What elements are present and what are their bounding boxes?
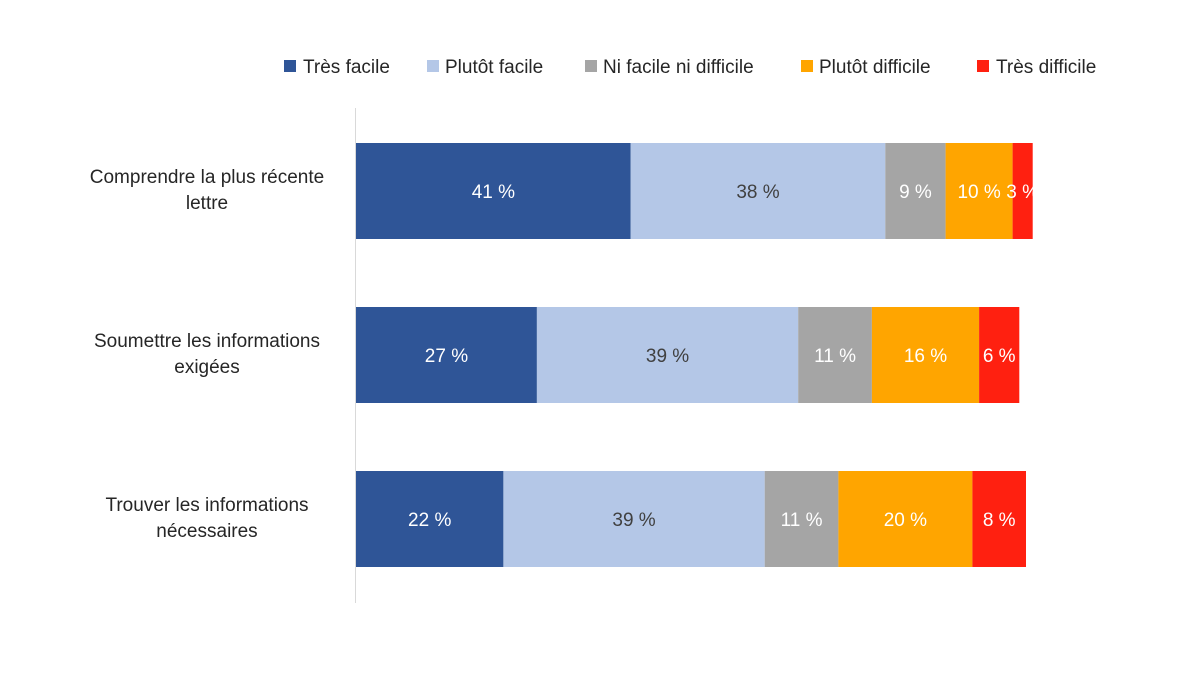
bar-segment-ni-facile-ni-difficile [798,307,872,403]
legend-swatch [284,60,296,72]
bar-segment-tres-facile [356,471,504,567]
bars: 41 % 38 % 9 % 10 % 3 % 27 % 39 % 11 % 16 % 6 % 22 … [356,143,1039,567]
data-label: 41 % [472,182,515,203]
category-label: Soumettre les informations exigées [94,331,320,378]
legend-item-plutot-difficile: Plutôt difficile [801,57,931,78]
bar-segment-plutot-difficile [945,143,1013,239]
data-label: 9 % [899,182,932,203]
bar-segment-tres-difficile [972,471,1026,567]
data-label: 22 % [408,510,451,531]
bar-segment-ni-facile-ni-difficile [885,143,946,239]
data-label: 11 % [781,510,823,531]
legend-item-ni-facile-ni-difficile: Ni facile ni difficile [585,57,754,78]
bar-segment-plutot-difficile [838,471,973,567]
legend-label: Très difficile [996,57,1096,78]
data-label: 3 % [1006,182,1039,203]
data-label: 39 % [612,510,655,531]
data-label: 10 % [957,182,1000,203]
legend-item-tres-facile: Très facile [284,57,390,78]
category-labels: Comprendre la plus récente lettre Soumettr… [90,167,324,542]
bar-segment-plutot-facile [536,307,799,403]
bar-segment-tres-facile [356,307,537,403]
legend-label: Plutôt facile [445,57,543,78]
data-label: 16 % [904,346,947,367]
bar-segment-ni-facile-ni-difficile [764,471,839,567]
legend-item-plutot-facile: Plutôt facile [427,57,543,78]
bar-segment-plutot-facile [630,143,886,239]
bar-segment-plutot-difficile [871,307,980,403]
legend: Très facile Plutôt facile Ni facile ni dif… [284,57,1096,78]
legend-label: Ni facile ni difficile [603,57,754,78]
bar-segment-tres-difficile [979,307,1020,403]
data-label: 20 % [884,510,927,531]
data-label: 27 % [425,346,468,367]
data-label: 8 % [983,510,1016,531]
legend-item-tres-difficile: Très difficile [977,57,1096,78]
legend-label: Plutôt difficile [819,57,931,78]
bar-segment-plutot-facile [503,471,765,567]
legend-swatch [427,60,439,72]
legend-label: Très facile [303,57,390,78]
legend-swatch [585,60,597,72]
bar-segment-tres-facile [356,143,631,239]
category-label: Comprendre la plus récente lettre [90,167,324,214]
bar-segment-tres-difficile [1012,143,1033,239]
legend-swatch [801,60,813,72]
legend-swatch [977,60,989,72]
data-label: 38 % [736,182,779,203]
data-label: 11 % [814,346,856,367]
data-label: 39 % [646,346,689,367]
category-label: Trouver les informations nécessaires [105,495,308,542]
data-label: 6 % [983,346,1016,367]
